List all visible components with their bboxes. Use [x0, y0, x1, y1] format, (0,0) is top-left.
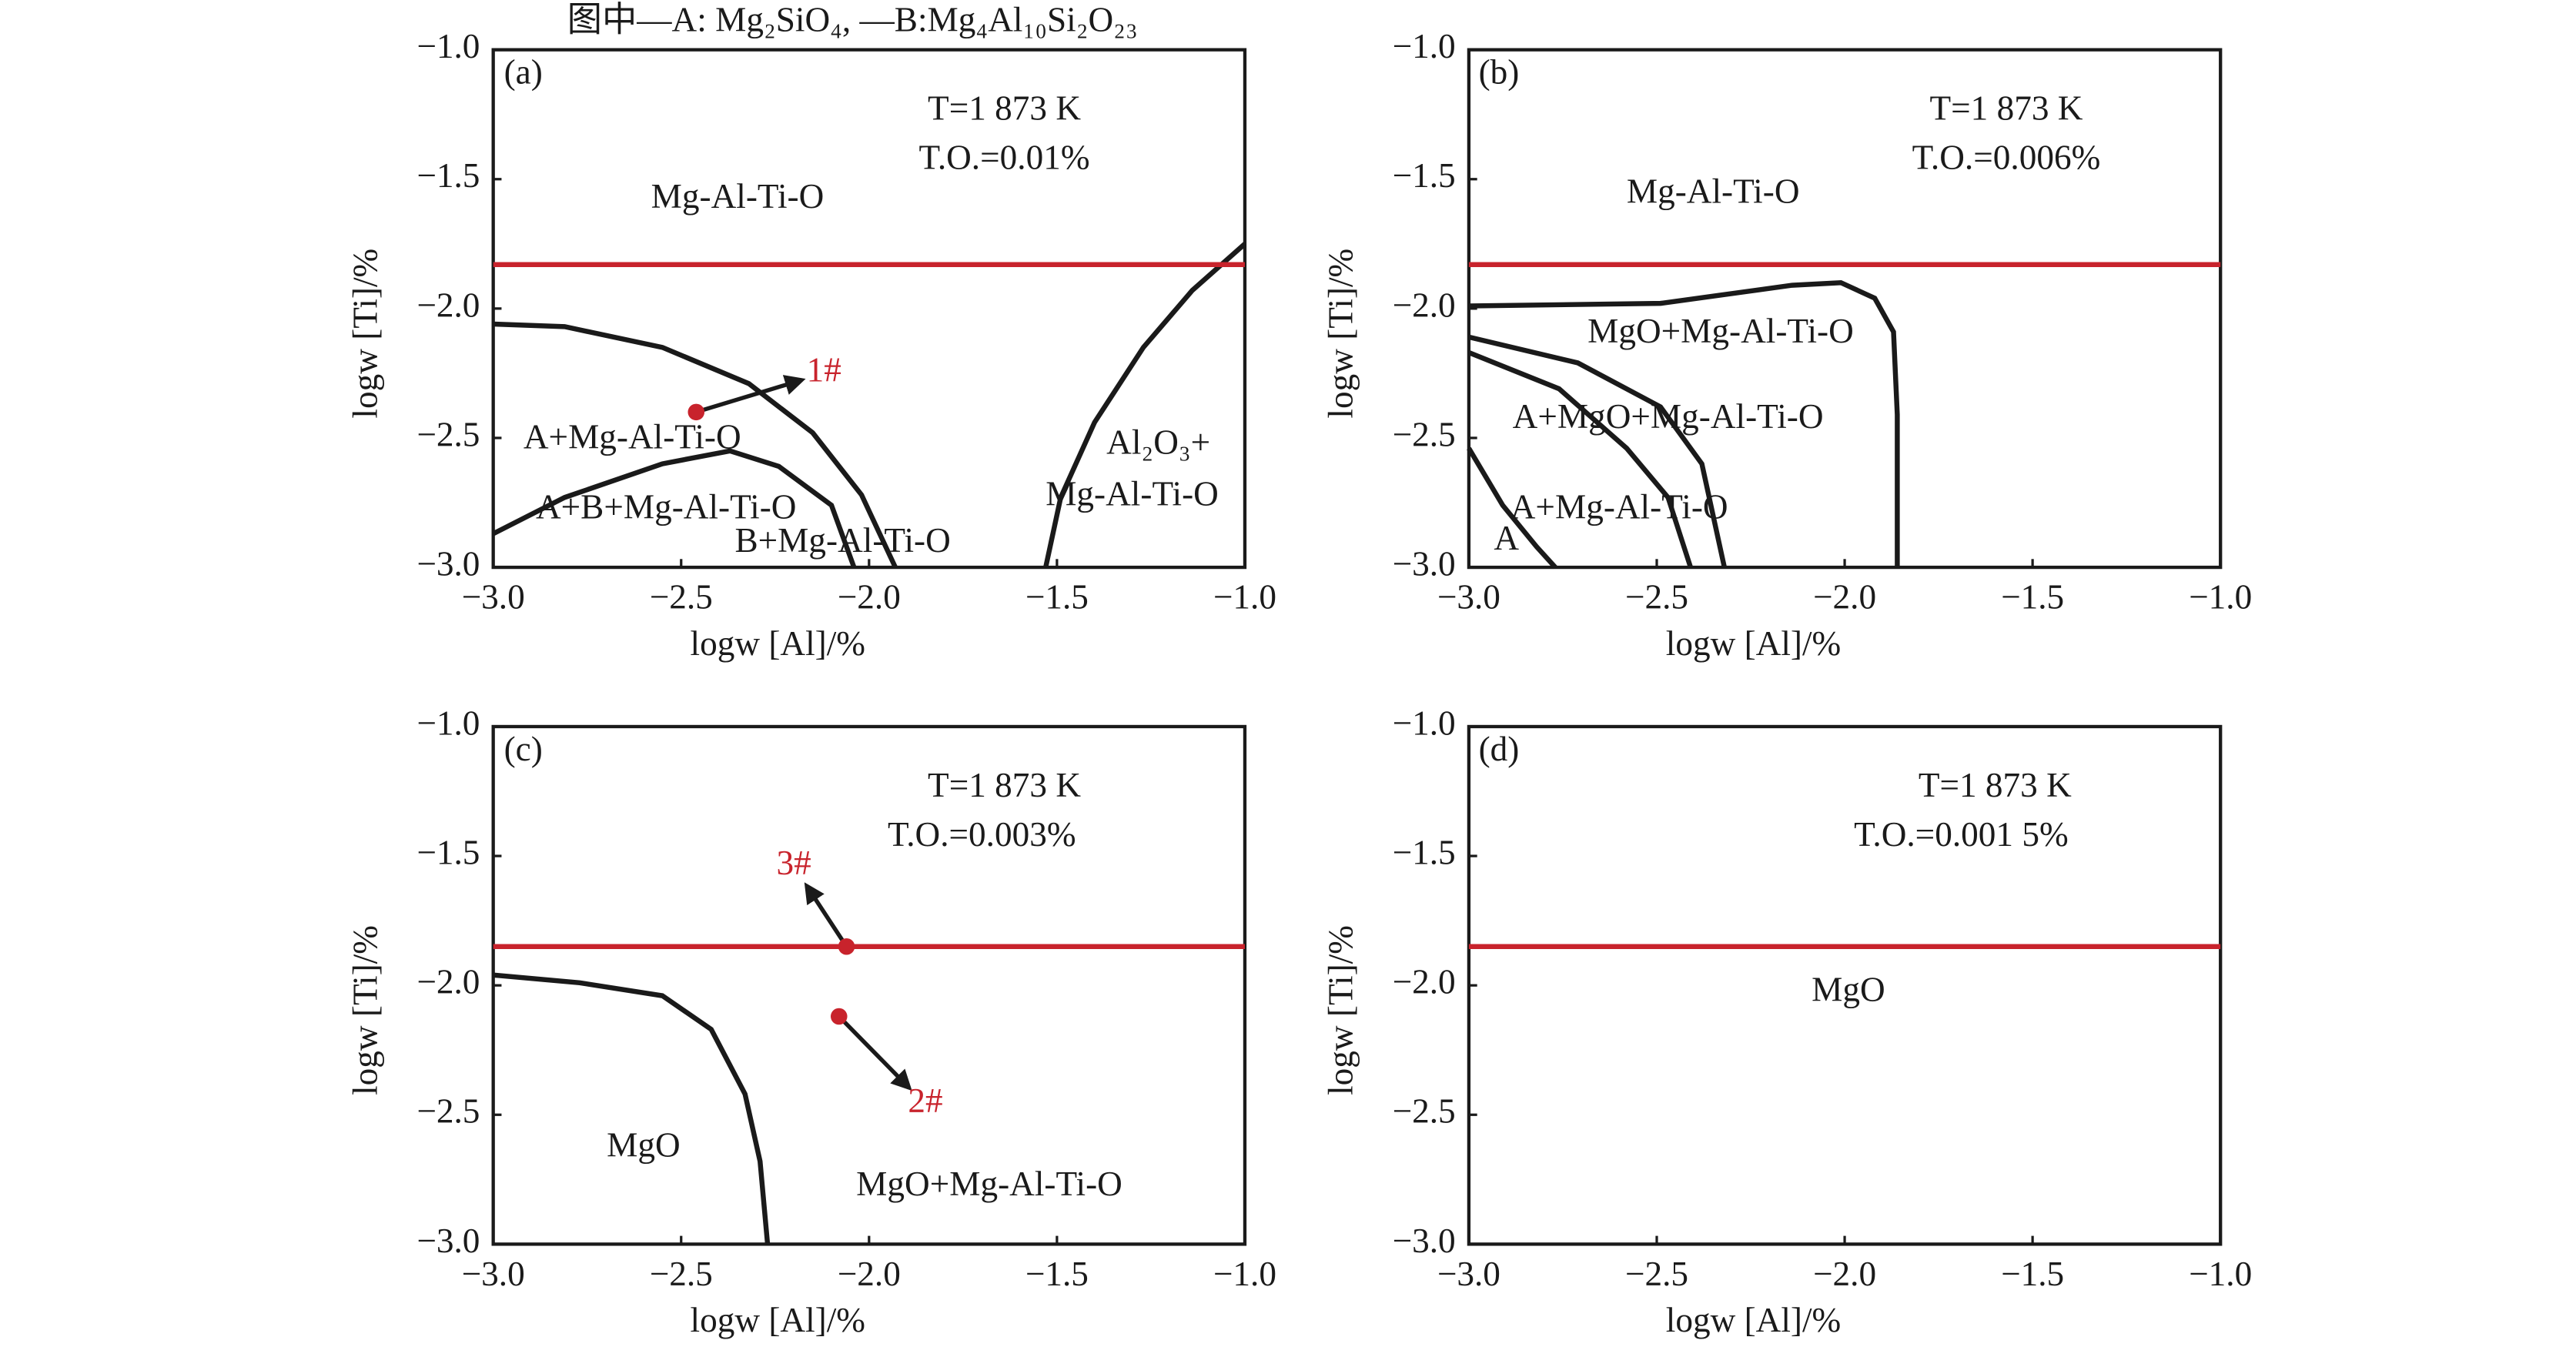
x-axis-label: logw [Al]/%: [1666, 1301, 1841, 1339]
y-tick-label: −1.0: [417, 704, 480, 742]
x-tick-label: −3.0: [462, 578, 525, 617]
sample-point: [838, 938, 855, 955]
x-axis-label: logw [Al]/%: [691, 624, 865, 663]
x-tick-label: −2.0: [1813, 1255, 1876, 1293]
y-tick-label: −2.0: [1393, 286, 1456, 324]
x-tick-label: −2.5: [650, 1255, 713, 1293]
y-tick-label: −1.0: [417, 27, 480, 65]
region-label: A+Mg-Al-Ti-O: [524, 418, 741, 456]
region-label: (b): [1479, 53, 1520, 92]
region-label: B+Mg-Al-Ti-O: [734, 521, 950, 560]
y-axis-label: logw [Ti]/%: [1322, 249, 1360, 419]
region-label: A: [1494, 519, 1519, 557]
y-tick-label: −3.0: [1393, 1222, 1456, 1260]
region-label: MgO+Mg-Al-Ti-O: [1587, 312, 1854, 350]
boundary-line: [493, 972, 771, 1245]
boundary-line: [492, 448, 857, 569]
x-axis-label: logw [Al]/%: [1666, 624, 1841, 663]
boundary-line: [1043, 242, 1247, 568]
region-label: Mg-Al-Ti-O: [651, 177, 825, 216]
x-tick-label: −1.0: [1213, 578, 1276, 617]
region-label: (c): [504, 730, 543, 768]
x-tick-label: −1.5: [1025, 578, 1089, 617]
region-label: A+MgO+Mg-Al-Ti-O: [1513, 397, 1824, 436]
sample-label: 2#: [908, 1081, 942, 1120]
region-label: Mg-Al-Ti-O: [1627, 172, 1800, 210]
x-tick-label: −2.5: [650, 578, 713, 617]
x-tick-label: −3.0: [462, 1255, 525, 1293]
x-tick-label: −3.0: [1437, 578, 1500, 617]
arrow: [804, 882, 848, 948]
figure-note: 图中—A: Mg₂SiO₄, —B:Mg₄Al₁₀Si₂O₂₃: [567, 1, 1138, 39]
x-tick-label: −1.5: [1025, 1255, 1089, 1293]
boundary-line: [1468, 279, 1900, 568]
region-label: (d): [1479, 730, 1520, 768]
x-tick-label: −1.0: [2189, 578, 2252, 617]
y-axis-label: logw [Ti]/%: [346, 249, 384, 419]
y-tick-label: −2.5: [1393, 1092, 1456, 1131]
x-tick-label: −2.5: [1625, 578, 1688, 617]
x-tick-label: −2.0: [838, 1255, 901, 1293]
sample-label: 1#: [807, 350, 841, 389]
y-tick-label: −2.0: [1393, 963, 1456, 1001]
arrow: [695, 375, 806, 414]
x-tick-label: −1.5: [2001, 578, 2064, 617]
sample-label: 3#: [777, 844, 811, 882]
y-axis-label: logw [Ti]/%: [346, 925, 384, 1095]
region-label: A+B+Mg-Al-Ti-O: [536, 487, 797, 526]
y-tick-label: −1.5: [417, 833, 480, 871]
region-label: T=1 873 K: [1929, 89, 2083, 128]
x-tick-label: −2.0: [838, 578, 901, 617]
region-label: T=1 873 K: [1919, 766, 2072, 804]
region-label: (a): [504, 53, 543, 92]
y-tick-label: −2.5: [1393, 415, 1456, 453]
region-label: T.O.=0.003%: [888, 815, 1076, 854]
y-tick-label: −1.0: [1393, 27, 1456, 65]
sample-point: [830, 1008, 848, 1025]
region-label: T.O.=0.01%: [919, 139, 1090, 177]
y-axis-label: logw [Ti]/%: [1322, 925, 1360, 1095]
region-label: MgO+Mg-Al-Ti-O: [856, 1165, 1122, 1203]
y-tick-label: −2.5: [417, 1092, 480, 1131]
sample-point: [687, 403, 705, 421]
y-tick-label: −1.5: [417, 156, 480, 195]
region-label: T=1 873 K: [928, 89, 1081, 128]
y-tick-label: −2.0: [417, 963, 480, 1001]
boundary-line: [1467, 350, 1694, 569]
x-axis-label: logw [Al]/%: [691, 1301, 865, 1339]
y-tick-label: −2.5: [417, 415, 480, 453]
x-tick-label: −1.5: [2001, 1255, 2064, 1293]
x-tick-label: −2.0: [1813, 578, 1876, 617]
x-tick-label: −1.0: [2189, 1255, 2252, 1293]
y-tick-label: −1.5: [1393, 833, 1456, 871]
arrow: [837, 1014, 912, 1091]
region-label: T=1 873 K: [928, 766, 1081, 804]
region-label: Al₂O₃+: [1106, 423, 1210, 461]
y-tick-label: −2.0: [417, 286, 480, 324]
region-label: T.O.=0.006%: [1912, 139, 2101, 177]
boundary-line: [1467, 446, 1557, 570]
region-label: T.O.=0.001 5%: [1854, 815, 2069, 854]
region-label: MgO: [607, 1125, 681, 1164]
region-label: MgO: [1812, 971, 1885, 1009]
y-tick-label: −3.0: [417, 1222, 480, 1260]
x-tick-label: −2.5: [1625, 1255, 1688, 1293]
y-tick-label: −3.0: [417, 544, 480, 583]
y-tick-label: −3.0: [1393, 544, 1456, 583]
boundary-line: [493, 321, 898, 569]
boundary-line: [1468, 334, 1728, 568]
region-label: Mg-Al-Ti-O: [1045, 475, 1219, 513]
y-tick-label: −1.5: [1393, 156, 1456, 195]
y-tick-label: −1.0: [1393, 704, 1456, 742]
x-tick-label: −1.0: [1213, 1255, 1276, 1293]
region-label: A+Mg-Al-Ti-O: [1510, 487, 1728, 526]
x-tick-label: −3.0: [1437, 1255, 1500, 1293]
